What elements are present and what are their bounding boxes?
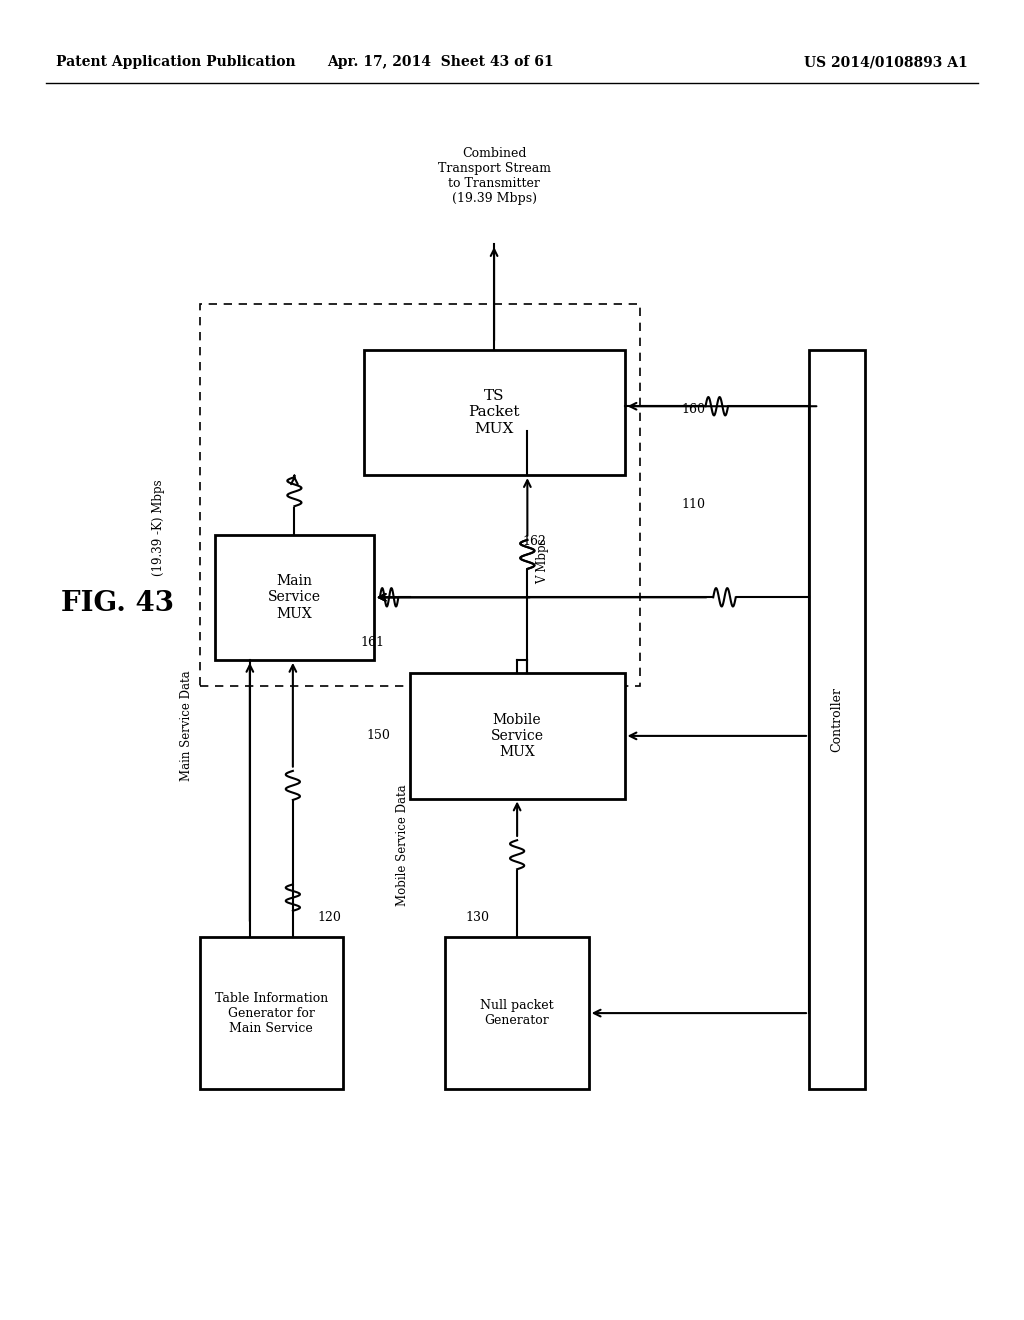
Text: Mobile Service Data: Mobile Service Data [396, 784, 409, 906]
Text: Main Service Data: Main Service Data [180, 671, 193, 781]
Text: 130: 130 [466, 911, 489, 924]
Text: 160: 160 [681, 403, 705, 416]
Text: V Mbps: V Mbps [537, 539, 549, 583]
Text: 162: 162 [522, 535, 546, 548]
Bar [410, 673, 625, 799]
Text: Apr. 17, 2014  Sheet 43 of 61: Apr. 17, 2014 Sheet 43 of 61 [327, 55, 554, 69]
Text: US 2014/0108893 A1: US 2014/0108893 A1 [804, 55, 968, 69]
Text: (19.39 -K) Mbps: (19.39 -K) Mbps [153, 479, 165, 577]
Bar [215, 535, 374, 660]
Text: 110: 110 [681, 498, 705, 511]
Bar [200, 937, 343, 1089]
Text: Controller: Controller [830, 686, 844, 752]
Text: FIG. 43: FIG. 43 [61, 590, 174, 616]
Text: Combined
Transport Stream
to Transmitter
(19.39 Mbps): Combined Transport Stream to Transmitter… [437, 147, 551, 205]
Bar [364, 350, 625, 475]
Text: Mobile
Service
MUX: Mobile Service MUX [490, 713, 544, 759]
Text: TS
Packet
MUX: TS Packet MUX [468, 389, 520, 436]
Text: Main
Service
MUX: Main Service MUX [268, 574, 321, 620]
Bar [200, 304, 640, 686]
Bar [445, 937, 589, 1089]
Text: 161: 161 [360, 636, 384, 649]
Text: 150: 150 [367, 729, 390, 742]
Text: Patent Application Publication: Patent Application Publication [56, 55, 296, 69]
Text: Table Information
Generator for
Main Service: Table Information Generator for Main Ser… [215, 991, 328, 1035]
Text: Null packet
Generator: Null packet Generator [480, 999, 554, 1027]
Text: 120: 120 [317, 911, 341, 924]
Bar [809, 350, 865, 1089]
